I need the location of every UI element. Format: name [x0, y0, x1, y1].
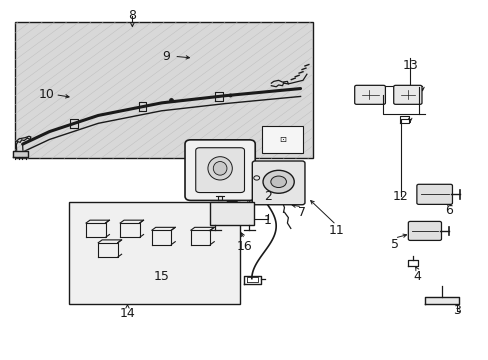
- Text: 13: 13: [402, 59, 417, 72]
- Text: 12: 12: [392, 190, 407, 203]
- Text: 1: 1: [264, 214, 271, 227]
- Text: 2: 2: [264, 190, 271, 203]
- Circle shape: [270, 176, 286, 188]
- Bar: [15, 22, 312, 158]
- Bar: [69, 202, 239, 304]
- FancyBboxPatch shape: [252, 161, 305, 205]
- Text: 11: 11: [327, 224, 344, 238]
- Bar: [261, 126, 303, 153]
- Text: 16: 16: [236, 240, 252, 253]
- Ellipse shape: [213, 162, 226, 175]
- Circle shape: [263, 170, 294, 193]
- Text: 10: 10: [39, 88, 55, 101]
- Text: 8: 8: [128, 9, 136, 22]
- Text: 9: 9: [162, 50, 170, 63]
- FancyBboxPatch shape: [393, 85, 421, 104]
- Text: 14: 14: [120, 307, 135, 320]
- Text: 6: 6: [445, 204, 452, 217]
- FancyBboxPatch shape: [184, 140, 255, 201]
- FancyBboxPatch shape: [354, 85, 385, 104]
- Text: 7: 7: [297, 207, 305, 220]
- Text: 3: 3: [452, 305, 460, 318]
- FancyBboxPatch shape: [407, 221, 441, 240]
- FancyBboxPatch shape: [195, 148, 244, 193]
- Text: 15: 15: [153, 270, 169, 283]
- Ellipse shape: [207, 157, 232, 180]
- Circle shape: [253, 176, 259, 180]
- Text: ⊡: ⊡: [279, 135, 285, 144]
- Text: 4: 4: [413, 270, 421, 283]
- FancyBboxPatch shape: [210, 202, 254, 225]
- Text: 5: 5: [390, 238, 398, 251]
- FancyBboxPatch shape: [416, 184, 451, 204]
